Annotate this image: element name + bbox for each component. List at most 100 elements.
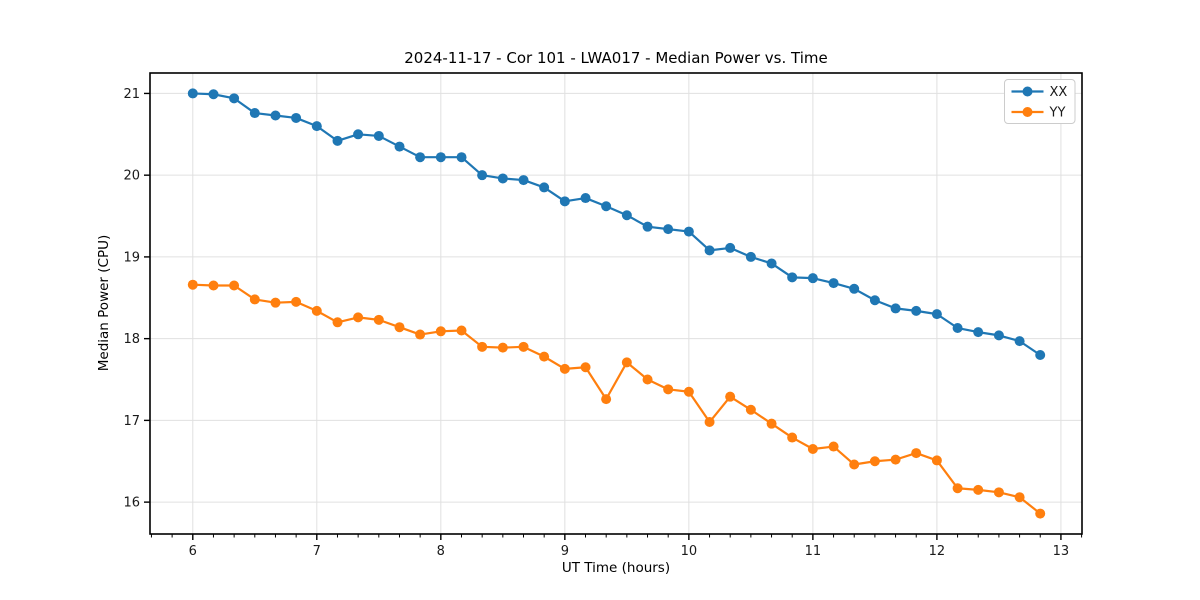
y-tick-label-17: 17 [123, 414, 140, 429]
series-xx-marker [373, 130, 384, 141]
series-yy-marker [745, 404, 756, 415]
series-yy-marker [725, 391, 736, 402]
series-yy-marker [683, 386, 694, 397]
series-yy-marker [1035, 508, 1046, 519]
series-yy-marker [663, 384, 674, 395]
series-xx-marker [1035, 349, 1046, 360]
series-yy-marker [601, 394, 612, 405]
series-yy-marker [911, 448, 922, 459]
series-xx-marker [973, 327, 984, 338]
series-xx-marker [766, 258, 777, 269]
series-yy-marker [704, 417, 715, 428]
series-xx-marker [559, 196, 570, 207]
series-yy-marker [456, 325, 467, 336]
series-yy-marker [952, 483, 963, 494]
series-yy-marker [1014, 492, 1025, 503]
series-xx-marker [477, 170, 488, 181]
x-tick-label-10: 10 [681, 544, 698, 559]
series-yy-marker [435, 326, 446, 337]
series-yy-marker [828, 441, 839, 452]
series-xx-marker [828, 278, 839, 289]
series-xx-marker [539, 182, 550, 193]
series-yy-marker [807, 443, 818, 454]
series-xx-marker [931, 309, 942, 320]
series-yy-marker [291, 296, 302, 307]
series-yy-marker [187, 279, 198, 290]
series-xx-marker [787, 272, 798, 283]
x-tick-label-9: 9 [561, 544, 569, 559]
series-yy-marker [332, 317, 343, 328]
series-yy-marker [477, 341, 488, 352]
series-yy-marker [559, 363, 570, 374]
series-yy-marker [580, 362, 591, 373]
series-yy-marker [394, 322, 405, 333]
x-tick-label-13: 13 [1053, 544, 1070, 559]
series-yy-marker [869, 456, 880, 467]
series-xx-line [191, 92, 1042, 357]
series-xx-marker [601, 201, 612, 212]
legend-label-yy: YY [1049, 106, 1066, 121]
series-xx-marker [849, 283, 860, 294]
series-xx-marker [869, 295, 880, 306]
series-yy-marker [353, 312, 364, 323]
series-xx-marker [580, 193, 591, 204]
series-xx-marker [725, 242, 736, 253]
x-tick-label-11: 11 [805, 544, 822, 559]
series-xx-marker [435, 152, 446, 163]
y-tick-label-21: 21 [123, 87, 140, 102]
series-yy-line [191, 283, 1042, 515]
series-xx-marker [911, 305, 922, 316]
series-yy-marker [766, 418, 777, 429]
series-xx-marker [518, 175, 529, 186]
series-yy-marker [849, 459, 860, 470]
series-xx-marker [249, 108, 260, 119]
series-yy-marker [642, 374, 653, 385]
legend-marker-xx [1022, 86, 1033, 97]
series-yy-marker [311, 305, 322, 316]
series-xx-marker [497, 173, 508, 184]
series-yy-marker [270, 297, 281, 308]
series-xx-marker [621, 210, 632, 221]
series-yy-marker [787, 432, 798, 443]
x-tick-label-12: 12 [929, 544, 946, 559]
series-xx-marker [663, 224, 674, 235]
series-xx-marker [270, 110, 281, 121]
series-xx-marker [1014, 336, 1025, 347]
series-yy-marker [249, 294, 260, 305]
series-xx-marker [807, 273, 818, 284]
series-xx-marker [642, 221, 653, 232]
series-yy-marker [621, 357, 632, 368]
series-xx-marker [229, 93, 240, 104]
series-yy-marker [518, 341, 529, 352]
series-xx-marker [332, 135, 343, 146]
y-tick-label-18: 18 [123, 332, 140, 347]
series-yy-marker [931, 455, 942, 466]
axes-border [149, 72, 1083, 535]
series-xx-marker [952, 323, 963, 334]
series-xx-marker [187, 88, 198, 99]
series-yy-marker [973, 484, 984, 495]
series-yy-marker [539, 351, 550, 362]
chart-title: 2024-11-17 - Cor 101 - LWA017 - Median P… [404, 49, 828, 67]
series-xx-marker [394, 141, 405, 152]
x-tick-label-7: 7 [313, 544, 321, 559]
series-xx-marker [311, 121, 322, 132]
series-yy-marker [208, 280, 219, 291]
series-xx-marker [353, 129, 364, 140]
series-yy-marker [890, 454, 901, 465]
series-xx-marker [456, 152, 467, 163]
series-xx-marker [704, 245, 715, 256]
x-axis-label: UT Time (hours) [561, 560, 671, 576]
series-yy-marker [373, 314, 384, 325]
series-xx-marker [683, 226, 694, 237]
series-yy-marker [497, 342, 508, 353]
series-yy-marker [229, 280, 240, 291]
y-tick-label-20: 20 [123, 169, 140, 184]
series-xx-marker [291, 112, 302, 123]
y-tick-label-19: 19 [123, 250, 140, 265]
series-xx-marker [993, 330, 1004, 341]
series-yy-marker [415, 329, 426, 340]
legend-marker-yy [1022, 107, 1033, 117]
